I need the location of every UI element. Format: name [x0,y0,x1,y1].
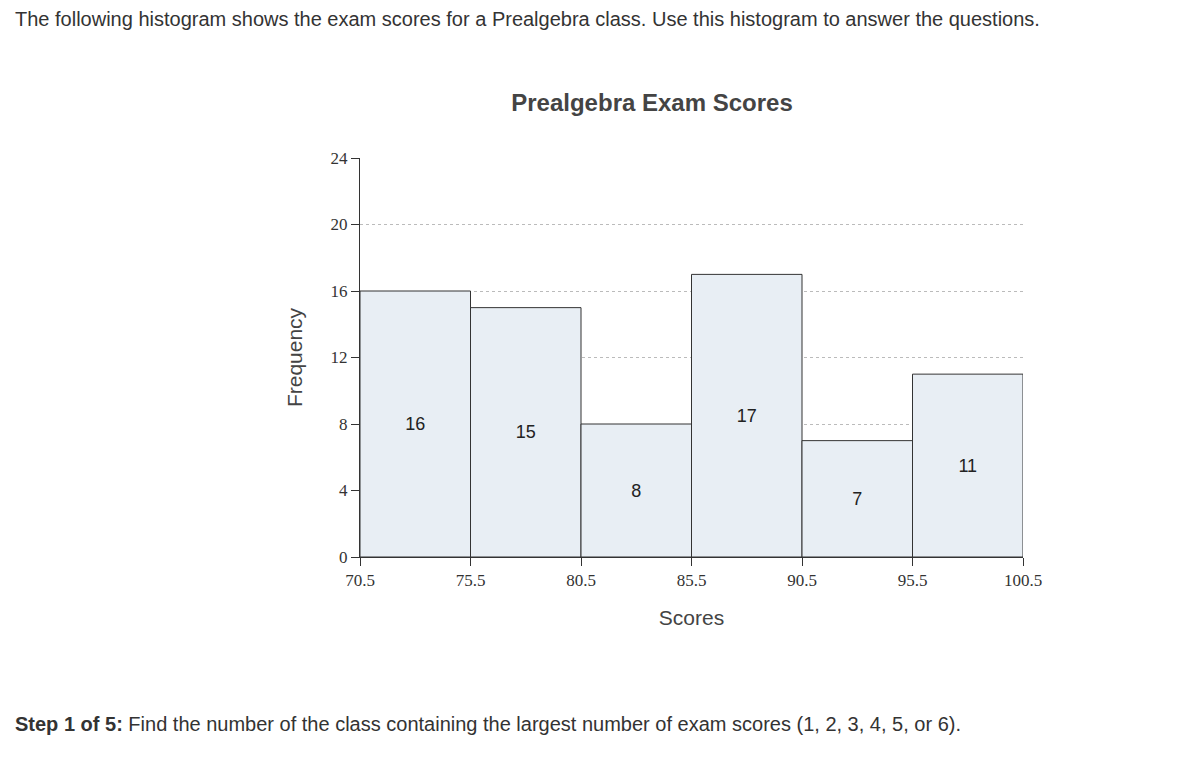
svg-text:70.5: 70.5 [345,571,375,590]
svg-text:17: 17 [737,406,757,426]
svg-text:7: 7 [852,489,862,509]
svg-text:80.5: 80.5 [566,571,596,590]
svg-text:75.5: 75.5 [456,571,486,590]
svg-text:16: 16 [405,414,425,434]
svg-text:15: 15 [516,422,536,442]
svg-text:24: 24 [331,149,349,168]
svg-text:8: 8 [631,481,641,501]
svg-text:0: 0 [339,548,348,567]
svg-text:20: 20 [331,215,348,234]
html-text:Step 1 of 5: Find the number o: Step 1 of 5: Find the number of the clas… [15,713,961,735]
svg-text:85.5: 85.5 [677,571,707,590]
html-text:The following histogram shows: The following histogram shows the exam s… [15,8,1040,30]
svg-text:100.5: 100.5 [1004,571,1042,590]
svg-text:95.5: 95.5 [898,571,928,590]
svg-text:Scores: Scores [659,606,724,629]
svg-text:90.5: 90.5 [787,571,817,590]
svg-text:Prealgebra Exam Scores: Prealgebra Exam Scores [511,89,793,116]
svg-text:11: 11 [958,456,977,476]
svg-text:Frequency: Frequency [283,307,306,407]
svg-text:8: 8 [339,415,348,434]
svg-text:4: 4 [339,481,348,500]
svg-text:12: 12 [331,348,348,367]
svg-text:16: 16 [331,282,348,301]
